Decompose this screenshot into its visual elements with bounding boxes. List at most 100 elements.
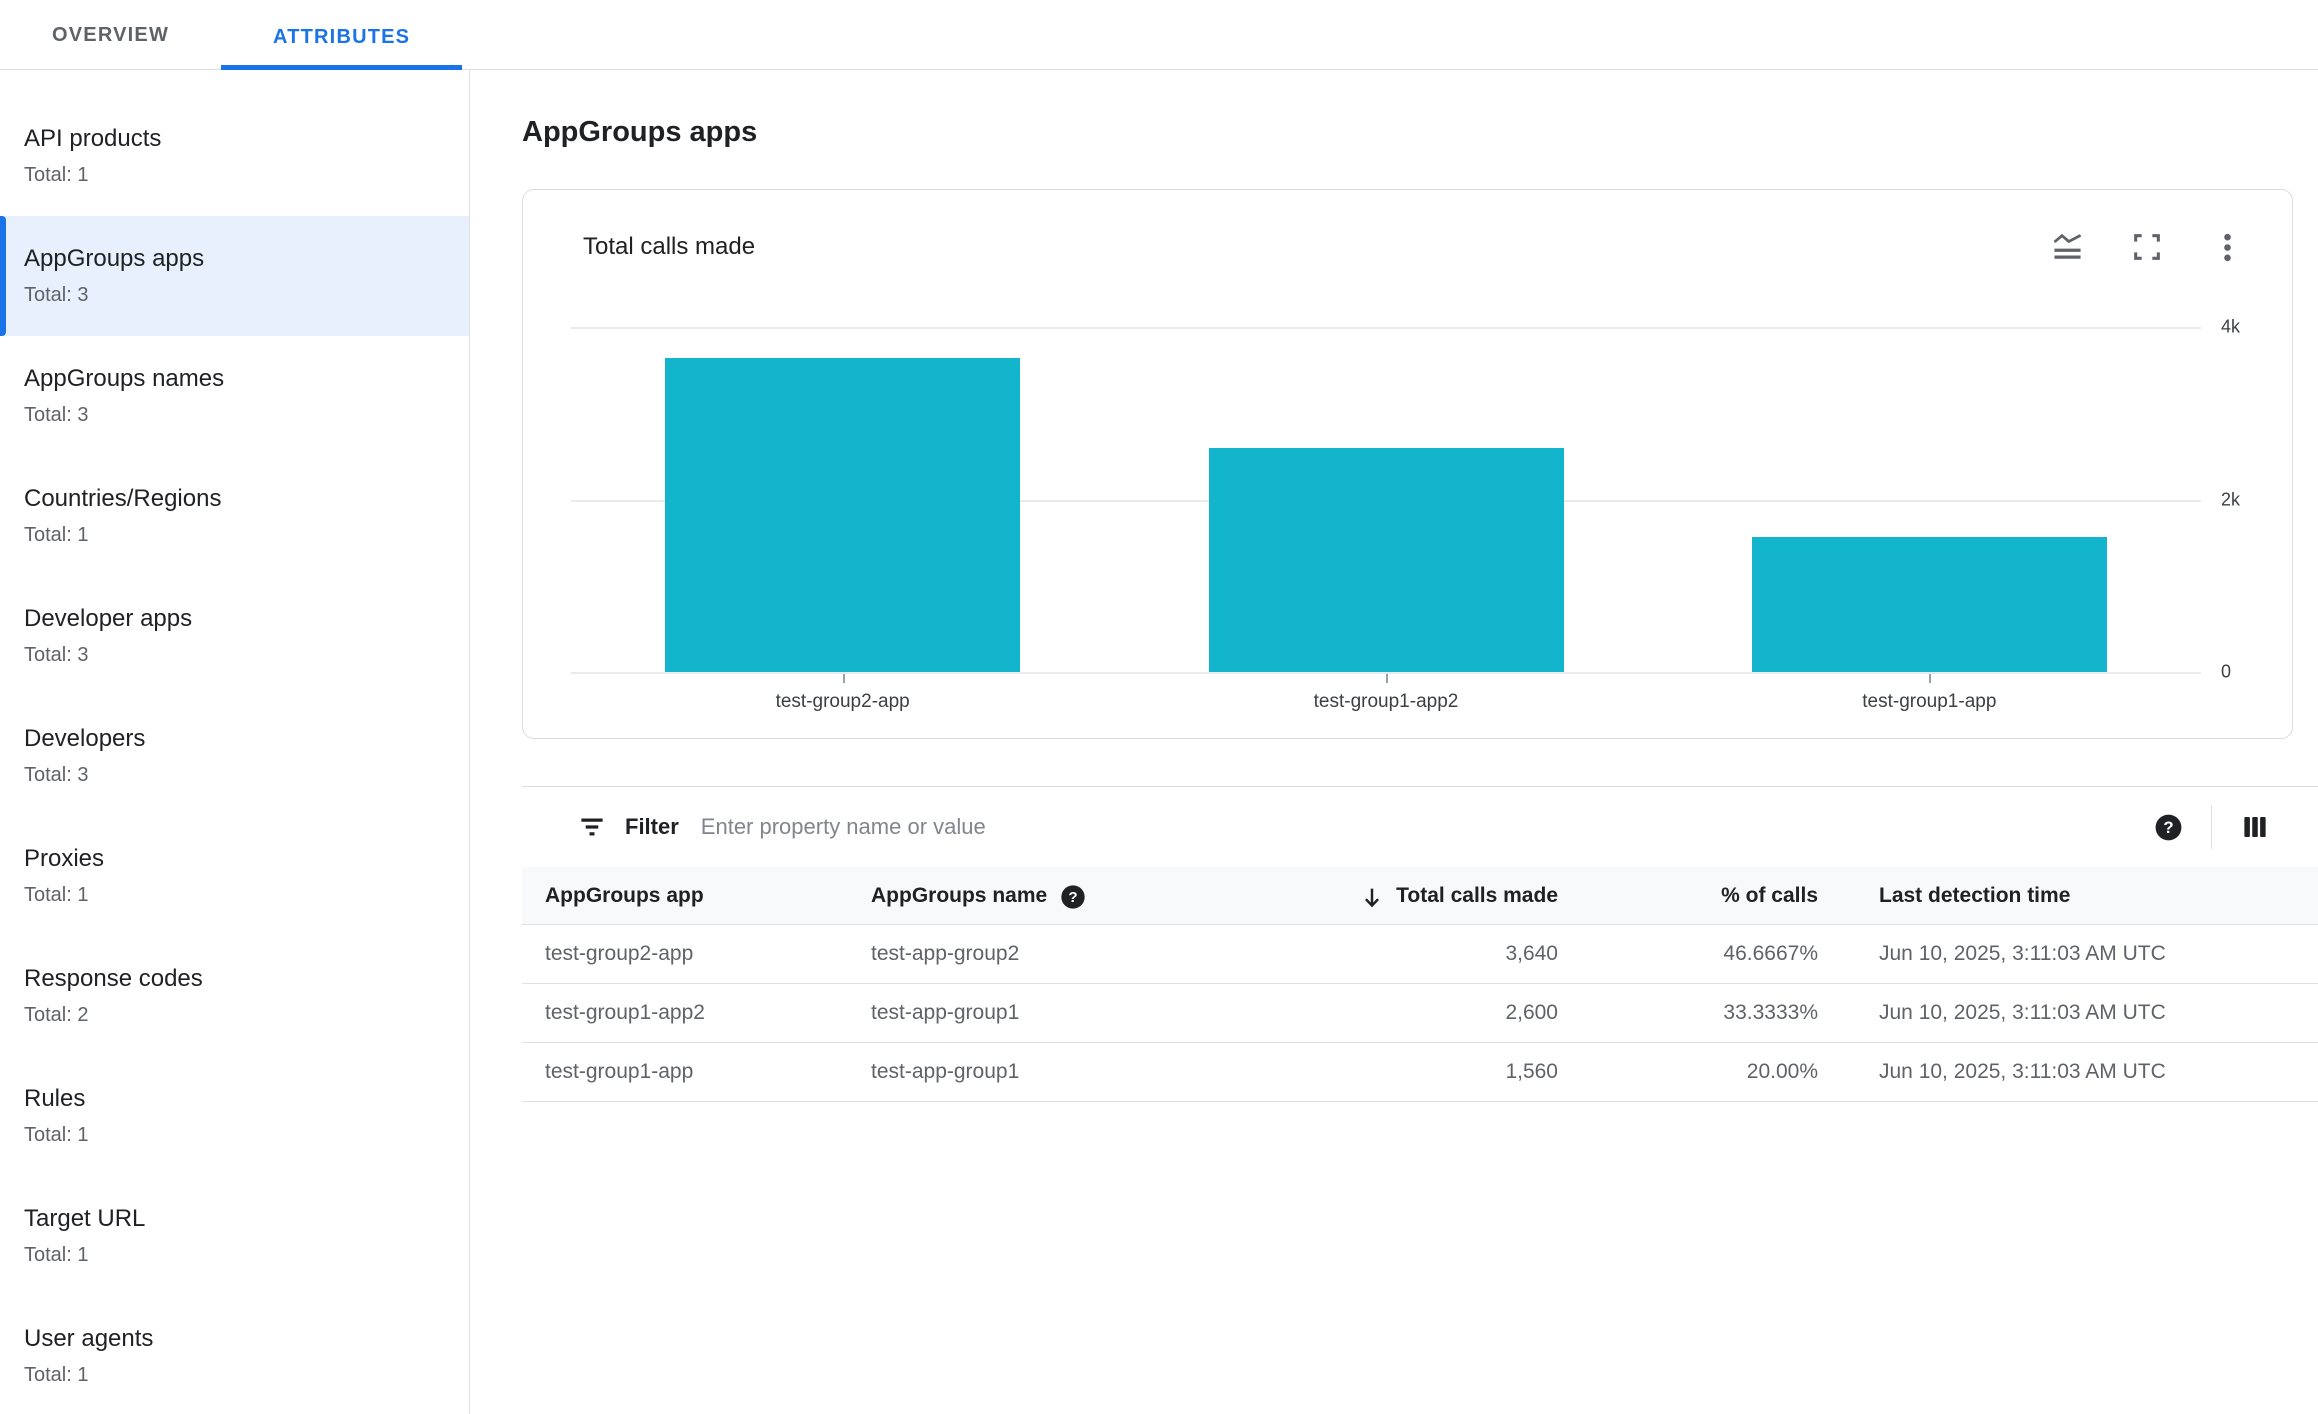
cell--of-calls: 46.6667% (1723, 942, 1818, 965)
page-title: AppGroups apps (522, 116, 758, 148)
column-header-appgroups-app[interactable]: AppGroups app (545, 883, 704, 907)
sidebar-item-total: Total: 1 (24, 1244, 89, 1266)
sidebar-item-countries-regions[interactable]: Countries/Regions Total: 1 (0, 456, 469, 576)
cell--of-calls: 33.3333% (1723, 1001, 1818, 1024)
chart-toolbar (2050, 230, 2244, 264)
sidebar-item-total: Total: 1 (24, 164, 89, 186)
cell-appgroups-name: test-app-group1 (871, 1001, 1020, 1024)
column-help-icon[interactable]: ? (1059, 880, 1087, 911)
filter-label: Filter (625, 814, 679, 839)
x-axis-tick (1386, 674, 1388, 683)
tab-overview[interactable]: OVERVIEW (52, 24, 170, 46)
svg-text:?: ? (1069, 889, 1078, 906)
sidebar-item-label: Response codes (24, 965, 203, 992)
chart-type-icon[interactable] (2050, 230, 2084, 264)
sidebar-item-developer-apps[interactable]: Developer apps Total: 3 (0, 576, 469, 696)
table-row-test-group2-app[interactable]: test-group2-app test-app-group2 3,640 46.66… (522, 925, 2318, 984)
sidebar-item-total: Total: 1 (24, 884, 89, 906)
column-header-pct-of-calls[interactable]: % of calls (1721, 883, 1818, 907)
sidebar-item-label: Target URL (24, 1205, 146, 1232)
sidebar-item-label: Developers (24, 725, 146, 752)
sidebar-item-label: Rules (24, 1085, 86, 1112)
cell-appgroups-name: test-app-group1 (871, 1060, 1020, 1083)
fullscreen-icon[interactable] (2130, 230, 2164, 264)
sort-desc-arrow-icon (1358, 880, 1386, 912)
sidebar-item-target-url[interactable]: Target URL Total: 1 (0, 1176, 469, 1296)
main-panel: AppGroups apps Total calls made (470, 70, 2318, 1414)
sidebar-item-label: Proxies (24, 845, 105, 872)
y-axis-label-4k: 4k (2221, 316, 2241, 337)
sidebar-item-label: AppGroups apps (24, 245, 205, 272)
column-header-appgroups-name[interactable]: AppGroups name ? (871, 880, 1300, 911)
cell-appgroups-app: test-group1-app2 (545, 1001, 705, 1024)
x-axis-tick (842, 674, 845, 683)
sidebar-item-label: API products (24, 125, 162, 152)
tab-attributes[interactable]: ATTRIBUTES (221, 0, 463, 70)
cell-appgroups-app: test-group2-app (545, 942, 694, 965)
svg-text:?: ? (2163, 818, 2173, 837)
total-calls-chart-card: Total calls made (522, 189, 2293, 739)
attributes-table-section: Filter ? AppGro (522, 786, 2318, 1102)
chart-title: Total calls made (583, 233, 756, 260)
toolbar-divider (2211, 805, 2212, 849)
table-row-test-group1-app[interactable]: test-group1-app test-app-group1 1,560 20.00… (522, 1043, 2318, 1102)
column-display-icon[interactable] (2238, 810, 2272, 844)
cell--of-calls: 20.00% (1746, 1060, 1818, 1083)
cell-total-calls-made: 1,560 (1505, 1060, 1558, 1083)
cell-total-calls-made: 2,600 (1505, 1001, 1558, 1024)
sidebar-item-appgroups-apps[interactable]: AppGroups apps Total: 3 (0, 216, 469, 336)
sidebar-item-total: Total: 1 (24, 1364, 89, 1386)
cell-last-detection-time: Jun 10, 2025, 3:11:03 AM UTC (1879, 1060, 2166, 1083)
filter-list-icon (575, 810, 609, 844)
filter-bar: Filter ? (522, 787, 2318, 867)
attributes-sidebar: API products Total: 1 AppGroups apps Total:… (0, 70, 470, 1414)
sidebar-item-label: Developer apps (24, 605, 193, 632)
content-layout: API products Total: 1 AppGroups apps Total:… (0, 70, 2318, 1414)
sidebar-item-total: Total: 1 (24, 524, 89, 546)
y-axis-label-2k: 2k (2221, 489, 2241, 509)
more-vert-icon[interactable] (2210, 230, 2244, 264)
x-axis-label-test-group2-app: test-group2-app (775, 691, 910, 712)
sidebar-item-rules[interactable]: Rules Total: 1 (0, 1056, 469, 1176)
gridline-0 (571, 672, 2201, 674)
sidebar-item-response-codes[interactable]: Response codes Total: 2 (0, 936, 469, 1056)
sidebar-item-appgroups-names[interactable]: AppGroups names Total: 3 (0, 336, 469, 456)
sidebar-item-total: Total: 3 (24, 404, 89, 426)
sidebar-item-label: User agents (24, 1325, 154, 1352)
bar-test-group1-app[interactable] (1751, 537, 2107, 672)
cell-last-detection-time: Jun 10, 2025, 3:11:03 AM UTC (1879, 942, 2166, 965)
chart-card-header: Total calls made (523, 190, 2292, 264)
sidebar-item-total: Total: 3 (24, 644, 89, 666)
bar-chart: 4k 2k 0 test-group2-app test-group1-app2 test… (523, 307, 2292, 738)
column-header-last-detection-time[interactable]: Last detection time (1879, 883, 2071, 907)
x-axis-label-test-group1-app2: test-group1-app2 (1313, 691, 1459, 712)
table-body: test-group2-app test-app-group2 3,640 46.66… (522, 925, 2318, 1102)
sidebar-item-total: Total: 2 (24, 1004, 89, 1026)
cell-appgroups-name: test-app-group2 (871, 942, 1020, 965)
gridline-4k (571, 327, 2201, 329)
bar-test-group2-app[interactable] (665, 358, 1021, 672)
table-row-test-group1-app2[interactable]: test-group1-app2 test-app-group1 2,600 33.3… (522, 984, 2318, 1043)
y-axis-label-0: 0 (2221, 661, 2232, 682)
sidebar-item-label: Countries/Regions (24, 485, 222, 512)
x-axis-tick (1929, 674, 1932, 683)
sidebar-item-developers[interactable]: Developers Total: 3 (0, 696, 469, 816)
table-header-row: AppGroups app AppGroups name ? (522, 867, 2318, 925)
cell-appgroups-app: test-group1-app (545, 1060, 694, 1083)
filter-input[interactable] (700, 814, 2151, 840)
sidebar-item-api-products[interactable]: API products Total: 1 (0, 96, 469, 216)
cell-last-detection-time: Jun 10, 2025, 3:11:03 AM UTC (1879, 1001, 2166, 1024)
sidebar-item-total: Total: 3 (24, 764, 89, 786)
selected-indicator (0, 216, 6, 336)
sidebar-item-user-agents[interactable]: User agents Total: 1 (0, 1296, 469, 1414)
sidebar-item-total: Total: 1 (24, 1124, 89, 1146)
cell-total-calls-made: 3,640 (1505, 942, 1558, 965)
column-header-total-calls[interactable]: Total calls made (1300, 880, 1578, 912)
x-axis-label-test-group1-app: test-group1-app (1862, 691, 1997, 712)
sidebar-item-proxies[interactable]: Proxies Total: 1 (0, 816, 469, 936)
bar-test-group1-app2[interactable] (1208, 447, 1564, 672)
help-icon[interactable]: ? (2151, 810, 2185, 844)
sidebar-item-total: Total: 3 (24, 284, 89, 306)
sidebar-item-label: AppGroups names (24, 365, 225, 392)
tab-bar: OVERVIEW ATTRIBUTES (0, 0, 2318, 70)
